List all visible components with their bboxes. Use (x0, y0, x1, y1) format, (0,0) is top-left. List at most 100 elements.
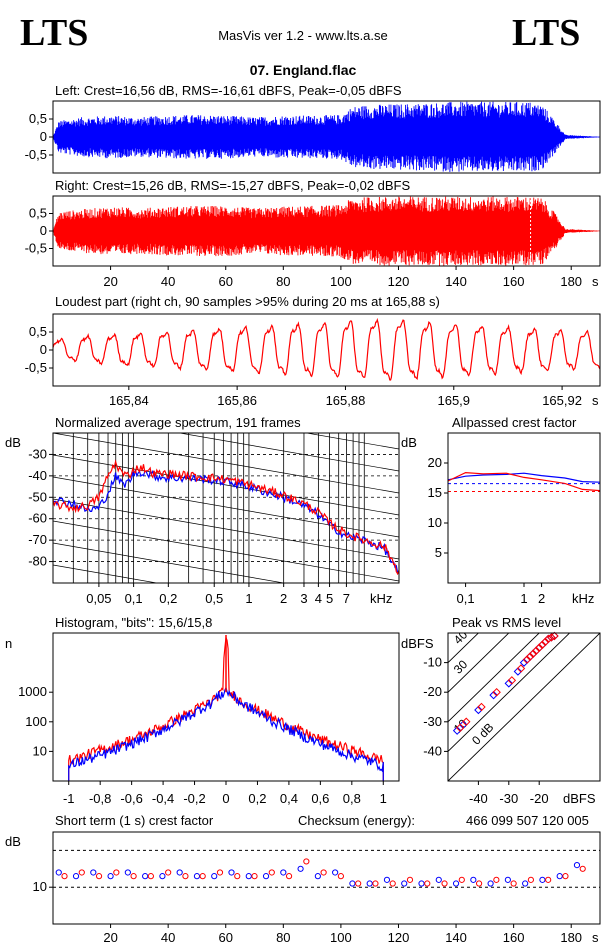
spectrum-y-tick-label: -30 (28, 446, 47, 461)
right-waveform-y-tick-label: 0 (40, 223, 47, 238)
short-term-crest-point (458, 876, 465, 883)
loudest-part-frame (52, 313, 601, 387)
short-term-crest-point (401, 880, 408, 887)
spectrum-y-tick-label: -80 (28, 554, 47, 569)
short-term-crest-points (55, 858, 586, 887)
histogram-left-trace (68, 686, 384, 781)
spectrum-y-tick-label: -60 (28, 511, 47, 526)
short-term-crest-point (285, 873, 293, 880)
short-term-crest-point (556, 873, 563, 880)
short-term-crest-x-tick-label: 160 (503, 930, 525, 945)
short-term-crest-x-tick-label: 60 (219, 930, 233, 945)
spectrum-x-tick-label: 0,5 (205, 591, 223, 606)
spectrum-slope-line (53, 498, 399, 560)
short-term-crest-point (182, 873, 189, 880)
loudest-part-y-tick-label: -0,5 (25, 360, 47, 375)
spectrum-frame (52, 432, 400, 584)
short-term-crest-frame (52, 831, 601, 925)
short-term-crest-x-tick-label: 120 (388, 930, 410, 945)
peak-rms-point (547, 633, 556, 642)
short-term-crest-point (562, 873, 569, 880)
spectrum-y-tick-label: -40 (28, 468, 47, 483)
spectrum-slope-line (304, 433, 399, 450)
short-term-crest-point (142, 873, 149, 880)
histogram-x-tick-label: -0,6 (120, 791, 142, 806)
short-term-crest-point (124, 869, 131, 876)
left-waveform-y-tick-label: -0,5 (25, 147, 47, 162)
short-term-crest-point (545, 876, 552, 883)
checksum-label: Checksum (energy): (298, 813, 415, 828)
short-term-crest-y-axis: 10 (33, 879, 53, 894)
spectrum-slope-line (53, 454, 399, 516)
right-waveform-y-tick-label: -0,5 (25, 241, 47, 256)
short-term-crest-x-tick-label: 40 (161, 930, 175, 945)
peak-rms-diagonal (448, 633, 480, 664)
allpassed-crest-reference-lines (448, 483, 600, 492)
short-term-crest-point (349, 880, 356, 887)
allpassed-crest-x-tick-label: 1 (520, 591, 527, 606)
peak-rms-point (477, 702, 486, 712)
peak-rms-points (452, 631, 559, 735)
histogram-x-tick-label: 0,8 (343, 791, 361, 806)
peak-rms-point (519, 658, 529, 667)
app-title: MasVis ver 1.2 - www.lts.a.se (218, 28, 388, 43)
allpassed-crest-x-unit: kHz (572, 591, 594, 606)
spectrum-x-tick-label: 0,05 (86, 591, 111, 606)
logo-left: LTS (20, 12, 88, 54)
short-term-crest-point (539, 876, 546, 883)
short-term-crest-point (383, 876, 391, 883)
short-term-crest-point (228, 869, 235, 876)
histogram-x-tick-label: 1 (380, 791, 387, 806)
spectrum-x-tick-label: 0,1 (125, 591, 143, 606)
histogram-x-axis: -1 -0,8 -0,6 -0,4 -0,2 0 0,2 0,4 0,6 0,8 1 (63, 781, 387, 806)
left-waveform-chart: 0,5 0 -0,5 (25, 100, 601, 174)
spectrum-x-tick-label: 4 (315, 591, 322, 606)
histogram-y-unit: n (5, 636, 12, 651)
short-term-crest-point (487, 880, 494, 887)
loudest-part-y-tick-label: 0,5 (29, 324, 47, 339)
peak-rms-x-tick-label: -30 (499, 791, 518, 806)
short-term-crest-point (452, 880, 460, 887)
peak-rms-point (452, 726, 462, 735)
short-term-crest-point (418, 880, 425, 887)
histogram-x-tick-label: -1 (63, 791, 75, 806)
short-term-crest-point (366, 880, 373, 887)
histogram-x-tick-label: -0,2 (183, 791, 205, 806)
spectrum-x-tick-label: 3 (300, 591, 307, 606)
short-term-crest-x-tick-label: 20 (103, 930, 117, 945)
histogram-x-tick-label: 0,4 (280, 791, 298, 806)
histogram-x-tick-label: 0 (222, 791, 229, 806)
short-term-crest-point (280, 869, 287, 876)
short-term-crest-point (72, 873, 80, 880)
spectrum-slope-line (53, 520, 399, 582)
short-term-crest-point (159, 873, 166, 880)
loudest-part-y-tick-label: 0 (40, 342, 47, 357)
spectrum-x-tick-label: 7 (343, 591, 350, 606)
spectrum-x-tick-label: 5 (326, 591, 333, 606)
histogram-x-tick-label: 0,2 (248, 791, 266, 806)
short-term-crest-point (435, 876, 442, 883)
short-term-crest-point (61, 873, 68, 880)
short-term-crest-point (441, 880, 448, 887)
loudest-part-x-tick-label: 165,9 (437, 393, 470, 408)
allpassed-crest-y-unit: dB (401, 435, 417, 450)
histogram-y-tick-label: 1000 (18, 684, 47, 699)
short-term-crest-point (510, 880, 517, 887)
peak-rms-y-tick-label: -10 (423, 655, 442, 670)
short-term-crest-y-unit: dB (5, 834, 21, 849)
right-waveform-x-tick-label: 180 (560, 274, 582, 289)
peak-rms-diagonal (448, 633, 540, 723)
peak-rms-frame (447, 632, 601, 782)
short-term-crest-point (216, 869, 224, 876)
allpassed-crest-y-tick-label: 10 (428, 515, 442, 530)
right-waveform-x-axis: 20 40 60 80 100 120 140 160 180 (103, 266, 582, 289)
short-term-crest-point (251, 873, 258, 880)
left-waveform-y-tick-label: 0,5 (29, 111, 47, 126)
spectrum-x-axis: 0,05 0,1 0,2 0,5 1 2 3 4 5 7 (86, 583, 350, 606)
peak-rms-x-unit: dBFS (563, 791, 596, 806)
loudest-part-x-unit: s (592, 393, 599, 408)
short-term-crest-y-tick-label: 10 (33, 879, 47, 894)
short-term-crest-title: Short term (1 s) crest factor (55, 813, 214, 828)
short-term-crest-chart: 10 20 40 60 80 100 120 140 160 180 s (33, 831, 601, 945)
short-term-crest-point (55, 869, 62, 876)
